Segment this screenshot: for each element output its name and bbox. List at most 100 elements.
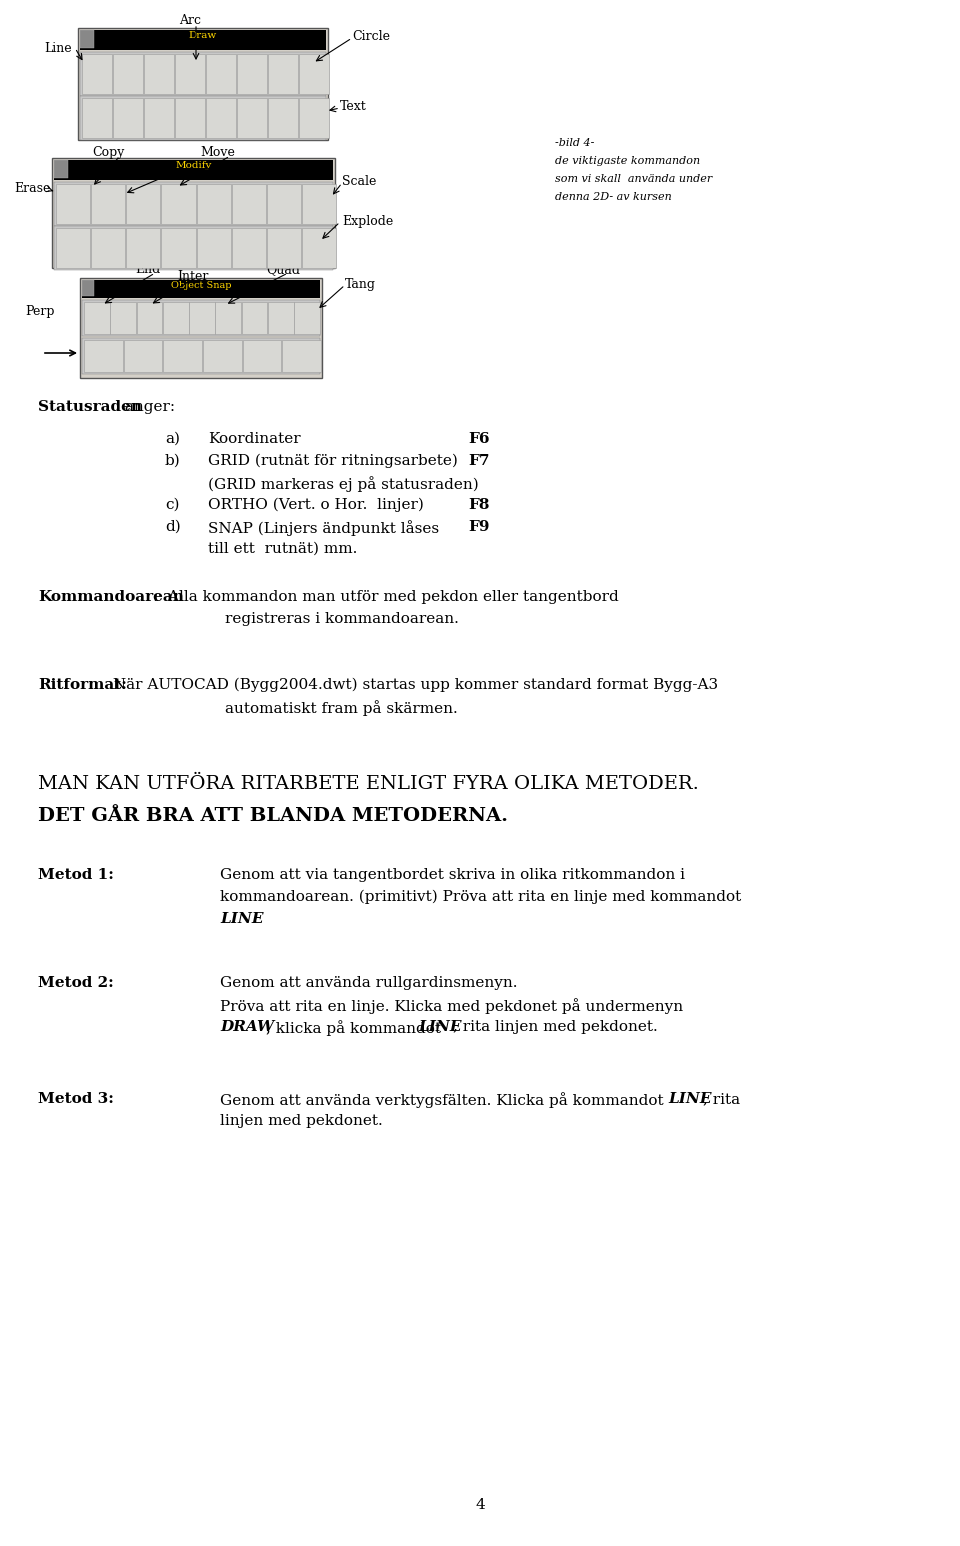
Bar <box>301 227 336 267</box>
Bar <box>242 301 268 334</box>
Bar <box>127 227 160 267</box>
Bar <box>203 340 242 373</box>
Bar <box>268 97 298 138</box>
Text: linjen med pekdonet.: linjen med pekdonet. <box>220 1115 383 1129</box>
Bar <box>80 53 326 96</box>
Text: , rita: , rita <box>703 1091 740 1105</box>
Text: End: End <box>135 263 160 277</box>
Bar <box>267 227 300 267</box>
Text: När AUTOCAD (Bygg2004.dwt) startas upp kommer standard format Bygg-A3: När AUTOCAD (Bygg2004.dwt) startas upp k… <box>108 679 718 693</box>
Bar <box>91 184 125 224</box>
Text: anger:: anger: <box>120 400 175 414</box>
Bar <box>175 54 205 94</box>
Bar <box>197 184 230 224</box>
Text: till ett  rutnät) mm.: till ett rutnät) mm. <box>208 543 357 557</box>
Bar <box>215 301 241 334</box>
Text: Arc: Arc <box>179 14 201 26</box>
Text: DET GÅR BRA ATT BLANDA METODERNA.: DET GÅR BRA ATT BLANDA METODERNA. <box>38 807 508 826</box>
Bar <box>56 184 90 224</box>
Text: denna 2D- av kursen: denna 2D- av kursen <box>555 192 672 203</box>
Bar <box>56 227 90 267</box>
Bar <box>80 29 94 48</box>
Bar <box>206 54 236 94</box>
Text: c): c) <box>165 498 180 512</box>
Bar <box>84 301 109 334</box>
Bar <box>268 54 298 94</box>
Text: LINE: LINE <box>668 1091 711 1105</box>
Bar <box>82 280 320 298</box>
Text: Offset: Offset <box>156 162 194 175</box>
Text: F6: F6 <box>468 431 490 445</box>
Bar <box>82 339 320 374</box>
Bar <box>54 182 333 226</box>
Bar <box>80 96 326 141</box>
Bar <box>299 97 329 138</box>
Text: automatiskt fram på skärmen.: automatiskt fram på skärmen. <box>225 700 458 716</box>
Text: SNAP (Linjers ändpunkt låses: SNAP (Linjers ändpunkt låses <box>208 519 439 536</box>
Text: Inter: Inter <box>178 271 208 283</box>
Text: , klicka på kommandot: , klicka på kommandot <box>266 1020 445 1036</box>
Text: som vi skall  använda under: som vi skall använda under <box>555 175 712 184</box>
Text: DRAW: DRAW <box>220 1020 275 1034</box>
Text: LINE: LINE <box>220 912 263 926</box>
Text: Line: Line <box>44 42 72 56</box>
Bar <box>124 340 162 373</box>
Text: (GRID markeras ej på statusraden): (GRID markeras ej på statusraden) <box>208 476 479 492</box>
Bar <box>163 301 188 334</box>
Bar <box>54 159 333 179</box>
Text: F7: F7 <box>468 455 490 468</box>
Text: registreras i kommandoarean.: registreras i kommandoarean. <box>225 612 459 626</box>
Bar <box>268 301 294 334</box>
Text: Perp: Perp <box>25 305 55 318</box>
Bar <box>175 97 205 138</box>
Bar <box>54 159 68 178</box>
Bar <box>282 340 321 373</box>
Text: GRID (rutnät för ritningsarbete): GRID (rutnät för ritningsarbete) <box>208 455 458 468</box>
Bar <box>301 184 336 224</box>
Text: Erase: Erase <box>14 182 50 195</box>
Text: Pröva att rita en linje. Klicka med pekdonet på undermenyn: Pröva att rita en linje. Klicka med pekd… <box>220 999 684 1014</box>
Bar <box>163 340 202 373</box>
Bar <box>294 301 320 334</box>
Bar <box>80 29 326 49</box>
Text: Metod 3:: Metod 3: <box>38 1091 114 1105</box>
Bar <box>161 184 196 224</box>
Bar <box>136 301 162 334</box>
Text: Copy: Copy <box>92 145 124 159</box>
Bar <box>82 300 320 335</box>
Bar <box>78 28 328 141</box>
Text: Koordinater: Koordinater <box>208 431 300 445</box>
Bar <box>144 54 174 94</box>
Text: Draw: Draw <box>189 31 217 40</box>
Text: Text: Text <box>340 100 367 113</box>
Text: Genom att via tangentbordet skriva in olika ritkommandon i: Genom att via tangentbordet skriva in ol… <box>220 867 685 883</box>
Text: Modify: Modify <box>176 161 212 170</box>
Bar <box>82 97 112 138</box>
Text: Move: Move <box>201 145 235 159</box>
Text: .: . <box>253 912 257 926</box>
Bar <box>161 227 196 267</box>
Bar <box>267 184 300 224</box>
Text: Object Snap: Object Snap <box>171 281 231 291</box>
Bar <box>127 184 160 224</box>
Text: Scale: Scale <box>342 175 376 189</box>
Bar <box>82 54 112 94</box>
Text: Metod 1:: Metod 1: <box>38 867 114 883</box>
Bar <box>80 278 322 379</box>
Bar <box>113 97 143 138</box>
Text: Tang: Tang <box>345 278 376 291</box>
Text: Quad: Quad <box>266 263 300 277</box>
Text: 4: 4 <box>475 1498 485 1512</box>
Text: Kommandoarean: Kommandoarean <box>38 591 184 604</box>
Bar <box>237 97 267 138</box>
Text: Genom att använda rullgardinsmenyn.: Genom att använda rullgardinsmenyn. <box>220 976 517 989</box>
Text: -bild 4-: -bild 4- <box>555 138 594 148</box>
Text: kommandoarean. (primitivt) Pröva att rita en linje med kommandot: kommandoarean. (primitivt) Pröva att rit… <box>220 890 741 904</box>
Text: ORTHO (Vert. o Hor.  linjer): ORTHO (Vert. o Hor. linjer) <box>208 498 424 512</box>
Bar <box>231 227 266 267</box>
Text: :  Alla kommandon man utför med pekdon eller tangentbord: : Alla kommandon man utför med pekdon el… <box>153 591 619 604</box>
Bar <box>231 184 266 224</box>
Text: LINE: LINE <box>418 1020 462 1034</box>
Bar <box>197 227 230 267</box>
Text: Ritformat:: Ritformat: <box>38 679 127 693</box>
